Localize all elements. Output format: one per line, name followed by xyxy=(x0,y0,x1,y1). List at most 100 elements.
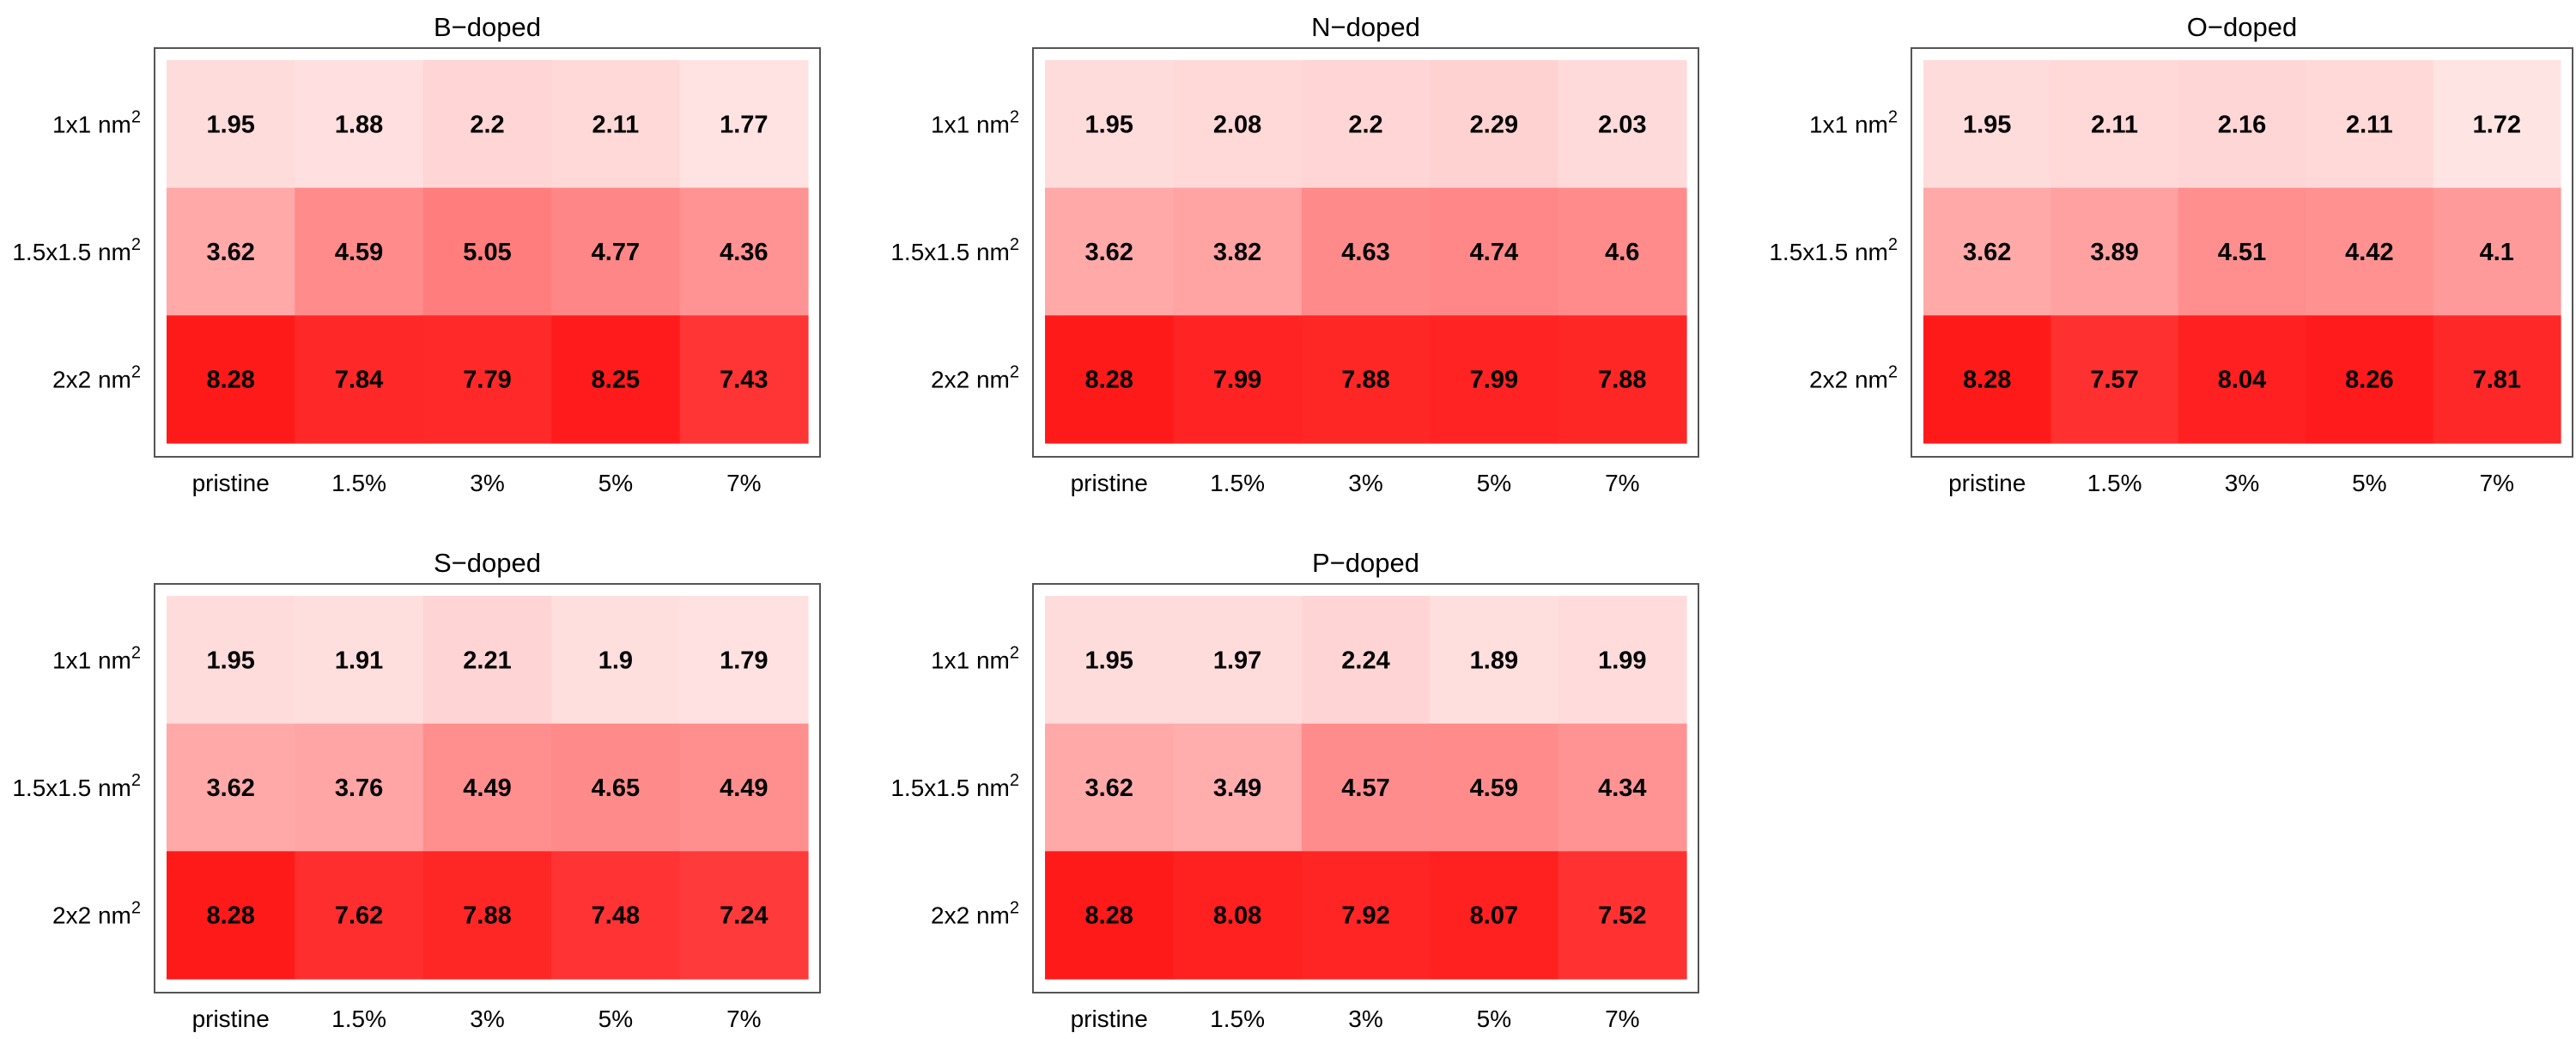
panel-frame xyxy=(1032,47,1699,458)
y-tick-label: 2x2 nm2 xyxy=(931,363,1019,393)
heatmap-cell xyxy=(551,851,681,980)
cell-value-label: 4.77 xyxy=(592,239,640,266)
heatmap-cell xyxy=(295,187,424,316)
cell-value-label: 3.62 xyxy=(206,775,254,802)
heatmap-cell xyxy=(295,315,424,444)
cell-value-label: 7.84 xyxy=(335,367,383,394)
heatmap-cell xyxy=(167,851,295,980)
heatmap-cell xyxy=(679,723,809,852)
cell-value-label: 1.95 xyxy=(1963,111,2011,138)
heatmap-cell xyxy=(2306,187,2434,316)
y-tick-label: 1x1 nm2 xyxy=(52,107,141,137)
heatmap-cell xyxy=(2433,315,2561,444)
cell-value-label: 1.77 xyxy=(720,111,768,138)
cell-value-label: 3.62 xyxy=(1084,239,1133,266)
heatmap-cell xyxy=(295,596,424,725)
x-tick-label: 1.5% xyxy=(331,470,386,496)
heatmap-cell xyxy=(2178,187,2306,316)
x-tick-label: 5% xyxy=(598,1006,633,1032)
panel-frame xyxy=(1911,47,2573,458)
y-tick-label: 1.5x1.5 nm2 xyxy=(12,235,141,265)
cell-value-label: 8.04 xyxy=(2218,367,2266,394)
y-tick-label: 1.5x1.5 nm2 xyxy=(12,771,141,801)
cell-value-label: 8.26 xyxy=(2345,367,2393,394)
cell-value-label: 3.62 xyxy=(206,239,254,266)
cell-value-label: 4.51 xyxy=(2218,239,2266,266)
x-tick-label: 7% xyxy=(726,1006,761,1032)
cell-value-label: 5.05 xyxy=(463,239,511,266)
cell-value-label: 4.63 xyxy=(1341,239,1389,266)
cell-value-label: 7.43 xyxy=(720,367,768,394)
heatmap-cell xyxy=(1045,60,1174,189)
cell-value-label: 4.34 xyxy=(1598,775,1646,802)
cell-value-label: 8.28 xyxy=(1963,367,2011,394)
cell-value-label: 7.52 xyxy=(1598,902,1646,930)
panel-frame xyxy=(154,583,821,993)
heatmap-cell xyxy=(679,851,809,980)
cell-value-label: 8.28 xyxy=(206,902,254,930)
heatmap-cell xyxy=(1430,60,1559,189)
y-tick-label: 1.5x1.5 nm2 xyxy=(890,771,1019,801)
cell-value-label: 4.36 xyxy=(720,239,768,266)
y-tick-label: 1.5x1.5 nm2 xyxy=(890,235,1019,265)
heatmap-cell xyxy=(1558,851,1687,980)
heatmap-cell xyxy=(1173,187,1303,316)
x-tick-label: pristine xyxy=(1071,1006,1148,1032)
cell-value-label: 4.74 xyxy=(1470,239,1518,266)
panel-title: N−doped xyxy=(1311,12,1420,42)
cell-value-label: 4.59 xyxy=(335,239,383,266)
x-tick-label: pristine xyxy=(192,1006,270,1032)
cell-value-label: 1.99 xyxy=(1598,647,1646,674)
cell-value-label: 1.95 xyxy=(1084,647,1133,674)
x-tick-label: 5% xyxy=(2352,470,2386,496)
heatmap-cell xyxy=(2050,187,2179,316)
heatmap-cell xyxy=(1173,60,1303,189)
cell-value-label: 2.16 xyxy=(2218,111,2266,138)
heatmap-cell xyxy=(422,723,552,852)
cell-value-label: 2.11 xyxy=(592,111,639,138)
cell-value-label: 8.07 xyxy=(1470,902,1518,930)
x-tick-label: 5% xyxy=(1477,470,1511,496)
cell-value-label: 7.57 xyxy=(2090,367,2138,394)
heatmap-cell xyxy=(422,315,552,444)
cell-value-label: 2.29 xyxy=(1470,111,1518,138)
x-tick-label: 7% xyxy=(726,470,761,496)
cell-value-label: 1.95 xyxy=(1084,111,1133,138)
cell-value-label: 1.72 xyxy=(2473,111,2521,138)
cell-value-label: 1.95 xyxy=(206,647,254,674)
x-tick-label: 7% xyxy=(1605,470,1639,496)
x-tick-label: 1.5% xyxy=(1210,1006,1265,1032)
x-tick-label: 7% xyxy=(1605,1006,1639,1032)
heatmap-cell xyxy=(551,596,681,725)
cell-value-label: 1.9 xyxy=(598,647,633,674)
heatmap-cell xyxy=(551,315,681,444)
x-tick-label: 3% xyxy=(1348,470,1382,496)
y-tick-label: 2x2 nm2 xyxy=(1809,363,1898,393)
heatmap-cell xyxy=(422,187,552,316)
heatmap-panel: S−doped 1.95 1.91 2.21 1.9 1.79 3.62 3.76 4.49 4.… xyxy=(12,548,821,1032)
heatmap-cell xyxy=(2178,315,2306,444)
heatmap-cell xyxy=(295,723,424,852)
y-tick-label: 1x1 nm2 xyxy=(52,643,141,673)
heatmap-cell xyxy=(1045,596,1174,725)
heatmap-cell xyxy=(167,596,295,725)
x-tick-label: 3% xyxy=(2225,470,2259,496)
heatmap-cell xyxy=(1430,187,1559,316)
cell-value-label: 4.6 xyxy=(1605,239,1639,266)
cell-value-label: 2.2 xyxy=(470,111,504,138)
heatmap-cell xyxy=(1558,723,1687,852)
heatmap-cell xyxy=(2306,60,2434,189)
panel-title: P−doped xyxy=(1312,548,1419,578)
y-tick-label: 1x1 nm2 xyxy=(931,643,1019,673)
x-tick-label: 3% xyxy=(1348,1006,1382,1032)
heatmap-cell xyxy=(2433,187,2561,316)
cell-value-label: 2.08 xyxy=(1213,111,1261,138)
cell-value-label: 8.28 xyxy=(1084,367,1133,394)
cell-value-label: 8.25 xyxy=(592,367,640,394)
cell-value-label: 8.28 xyxy=(1084,902,1133,930)
cell-value-label: 7.62 xyxy=(335,902,383,930)
heatmap-cell xyxy=(1173,851,1303,980)
heatmap-cell xyxy=(1045,187,1174,316)
heatmap-cell xyxy=(167,187,295,316)
cell-value-label: 8.08 xyxy=(1213,902,1261,930)
